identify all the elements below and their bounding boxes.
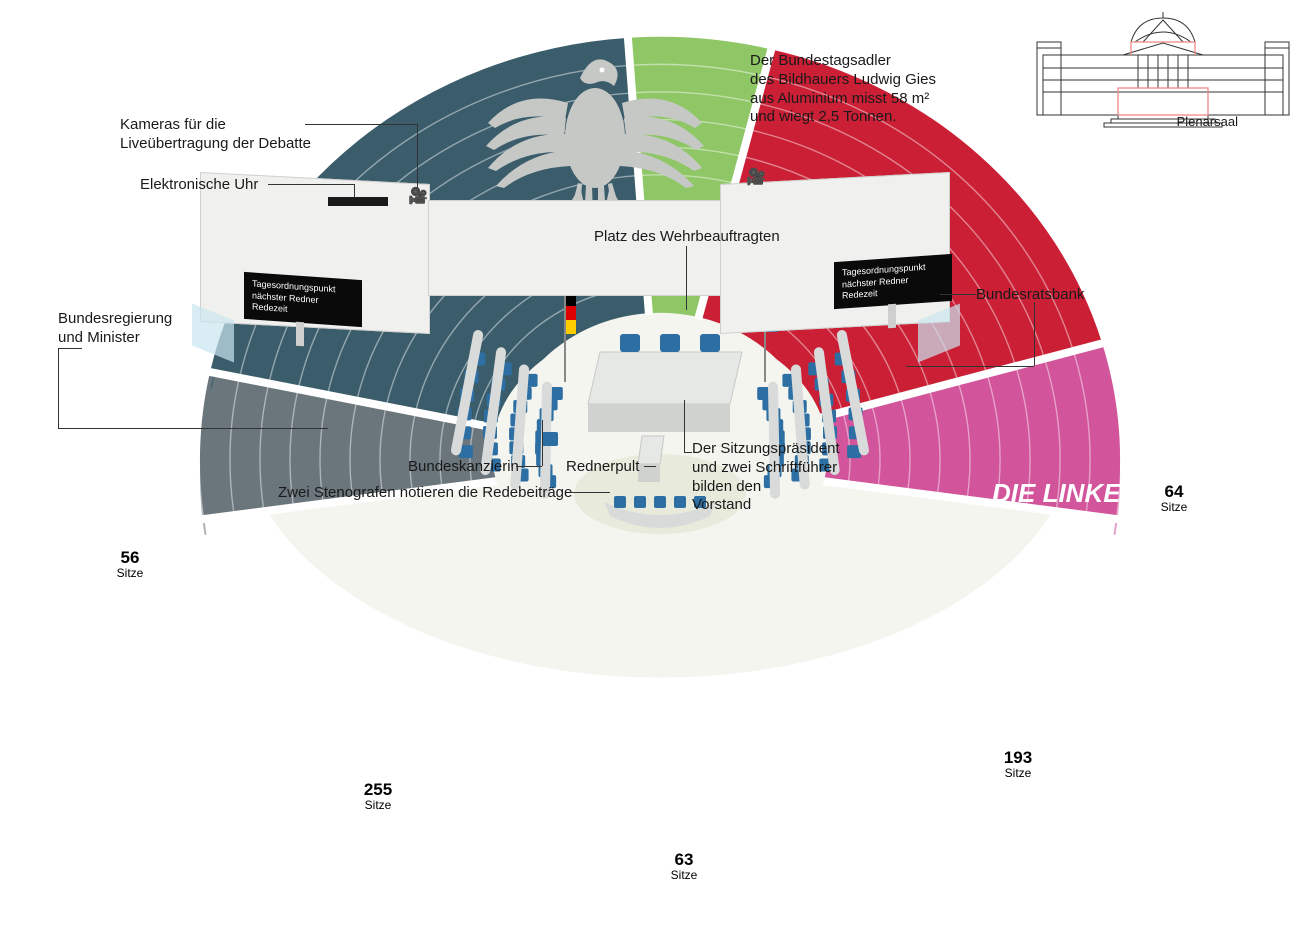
party-gruen-badge: 63Sitze bbox=[658, 840, 710, 892]
party-linke-badge: 64Sitze bbox=[1148, 472, 1200, 524]
label-praesident: Der Sitzungspräsident und zwei Schriftfü… bbox=[692, 440, 840, 515]
party-csu-badge: 56Sitze bbox=[104, 538, 156, 590]
screen-stand bbox=[296, 322, 304, 347]
label-bundesrat: Bundesratsbank bbox=[976, 286, 1084, 305]
agenda-screen-right: Tagesordnungspunkt nächster Redner Redez… bbox=[834, 254, 952, 309]
building-label: Plenarsaal bbox=[1177, 114, 1238, 130]
clock-bar bbox=[328, 197, 388, 206]
label-steno: Zwei Stenografen notieren die Redebeiträ… bbox=[278, 484, 572, 503]
label-wehr: Platz des Wehrbeauftragten bbox=[594, 228, 780, 247]
screen-stand bbox=[888, 304, 896, 329]
wall-right bbox=[720, 172, 950, 334]
label-gov: Bundesregierung und Minister bbox=[58, 310, 172, 348]
reichstag-sketch bbox=[1023, 10, 1303, 140]
party-spd-badge: 193Sitze bbox=[992, 738, 1044, 790]
agenda-screen-left: Tagesordnungspunkt nächster Redner Redez… bbox=[244, 272, 362, 327]
camera-icon: 🎥 bbox=[746, 167, 766, 187]
wall-center bbox=[428, 200, 723, 296]
label-cameras: Kameras für die Liveübertragung der Deba… bbox=[120, 116, 311, 154]
label-pult: Rednerpult bbox=[566, 458, 639, 477]
party-gruen-label: BÜNDNIS 90 DIE GRÜNEN bbox=[624, 790, 731, 827]
eagle-caption: Der Bundestagsadler des Bildhauers Ludwi… bbox=[750, 52, 936, 127]
label-clock: Elektronische Uhr bbox=[140, 176, 258, 195]
party-csu-label: CSU bbox=[162, 542, 234, 581]
party-cdu-badge: 255Sitze bbox=[352, 770, 404, 822]
party-cdu-label: CDU bbox=[330, 708, 430, 762]
label-kanzlerin: Bundeskanzlerin bbox=[408, 458, 519, 477]
camera-icon: 🎥 bbox=[408, 186, 428, 206]
party-spd-label: SPD bbox=[970, 680, 1052, 725]
bundesadler-icon bbox=[480, 28, 710, 228]
party-linke-label: DIE LINKE. bbox=[992, 478, 1128, 509]
